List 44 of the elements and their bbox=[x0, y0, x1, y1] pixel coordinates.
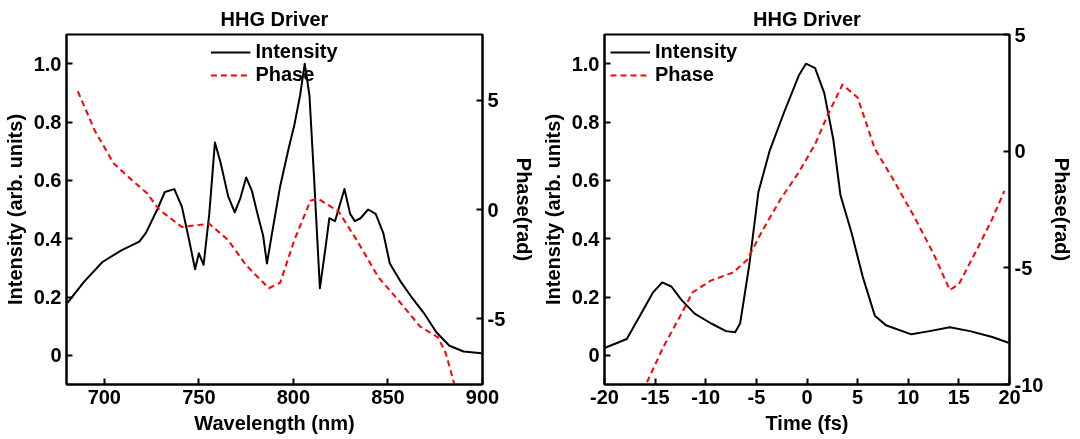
y2-axis-title: Phase(rad) bbox=[513, 157, 536, 262]
x-tick-label: 750 bbox=[182, 385, 216, 408]
x-tick-label: 900 bbox=[465, 385, 500, 408]
x-tick-label: 700 bbox=[87, 385, 122, 408]
y-tick-label: 0.2 bbox=[33, 286, 62, 308]
y-tick-label: 1.0 bbox=[33, 52, 62, 75]
x-tick-label: 0 bbox=[801, 385, 813, 408]
x-tick-label: -15 bbox=[640, 385, 670, 408]
y2-tick-label: -5 bbox=[487, 307, 506, 330]
x-tick-label: -5 bbox=[747, 385, 766, 408]
x-tick-label: 800 bbox=[276, 385, 311, 408]
y-tick-label: 0.6 bbox=[33, 169, 62, 192]
y-tick-label: 0.2 bbox=[571, 286, 600, 308]
x-axis-title: Wavelength (nm) bbox=[194, 411, 355, 434]
line-series bbox=[646, 83, 1006, 384]
x-tick-label: 850 bbox=[371, 385, 405, 408]
y-tick-label: 0.4 bbox=[33, 227, 63, 250]
y2-tick-label: 0 bbox=[487, 198, 499, 221]
y-tick-label: 1.0 bbox=[571, 52, 600, 75]
y-tick-label: 0.8 bbox=[571, 111, 600, 133]
y-axis-title: Intensity (arb. units) bbox=[541, 113, 564, 306]
x-tick-label: -20 bbox=[590, 385, 619, 408]
chart-title: HHG Driver bbox=[753, 7, 862, 30]
x-tick-label: 10 bbox=[897, 385, 920, 408]
legend-label: Intensity bbox=[655, 40, 738, 63]
line-series bbox=[76, 90, 456, 385]
legend-label: Intensity bbox=[255, 40, 338, 63]
y-tick-label: 0.8 bbox=[33, 111, 62, 133]
y2-tick-label: 5 bbox=[487, 89, 499, 112]
y2-axis-title: Phase(rad) bbox=[1051, 157, 1074, 262]
x-tick-label: 15 bbox=[947, 385, 970, 408]
x-tick-label: 5 bbox=[852, 385, 864, 408]
y2-tick-label: 0 bbox=[1014, 140, 1026, 163]
y-tick-label: 0.4 bbox=[571, 227, 601, 250]
y-tick-label: 0.6 bbox=[571, 169, 600, 192]
chart-title: HHG Driver bbox=[220, 7, 329, 30]
y2-tick-label: -5 bbox=[1014, 256, 1033, 279]
y2-tick-label: 5 bbox=[1014, 23, 1026, 46]
x-axis-title: Time (fs) bbox=[765, 411, 849, 434]
y-axis-title: Intensity (arb. units) bbox=[3, 113, 26, 306]
y-tick-label: 0 bbox=[588, 344, 600, 367]
x-tick-label: -10 bbox=[691, 385, 721, 408]
y-tick-label: 0 bbox=[50, 344, 62, 367]
legend-label: Phase bbox=[655, 63, 714, 86]
